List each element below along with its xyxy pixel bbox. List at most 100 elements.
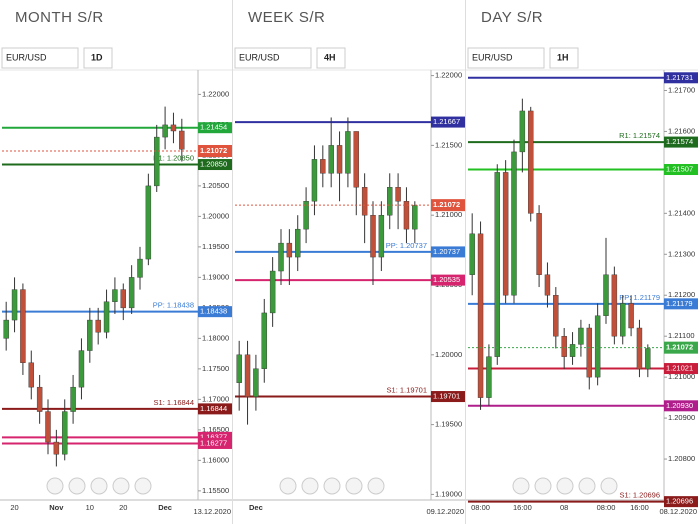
level-box	[664, 400, 698, 412]
x-tick-label: 16:00	[513, 503, 532, 512]
level-value: 1.21021	[666, 364, 693, 373]
candle-body	[162, 124, 168, 138]
symbol-select[interactable]	[467, 47, 545, 69]
level-text: S1: 1.20696	[620, 491, 660, 500]
price-value: 1.21072	[433, 200, 460, 209]
nav-button[interactable]	[512, 477, 530, 495]
candle-body	[261, 312, 267, 369]
candle-body	[578, 327, 584, 345]
level-box	[198, 122, 232, 134]
nav-button[interactable]	[112, 477, 130, 495]
price-value: 1.21072	[666, 343, 693, 352]
y-tick-label: 1.20000	[202, 211, 229, 220]
y-tick-label: 1.20500	[202, 181, 229, 190]
symbol-select[interactable]	[1, 47, 79, 69]
candle-body	[103, 301, 110, 333]
date-label: 08.12.2020	[659, 507, 697, 516]
candle-body	[395, 187, 401, 202]
panel-title: MONTH S/R	[15, 9, 104, 26]
candle-body	[11, 289, 18, 321]
y-tick-label: 1.20900	[668, 413, 695, 422]
nav-button[interactable]	[345, 477, 363, 495]
level-value: 1.21667	[433, 117, 460, 126]
level-value: 1.20737	[433, 247, 460, 256]
level-box	[664, 298, 698, 310]
timeframe-label: 4H	[324, 52, 336, 62]
y-tick-label: 1.22000	[435, 71, 462, 80]
candle-body	[253, 368, 259, 397]
symbol-select[interactable]	[234, 47, 312, 69]
date-label: 13.12.2020	[193, 507, 231, 516]
y-tick-label: 1.19000	[435, 489, 462, 498]
y-tick-label: 1.19500	[202, 242, 229, 251]
candle-body	[170, 124, 177, 132]
panel-title: DAY S/R	[481, 9, 543, 26]
nav-button[interactable]	[68, 477, 86, 495]
candle-body	[112, 289, 118, 302]
nav-button[interactable]	[46, 477, 64, 495]
y-tick-label: 1.15500	[202, 486, 229, 495]
level-value: 1.21574	[666, 137, 693, 146]
candle-body	[87, 319, 93, 351]
price-box	[664, 341, 698, 354]
candle-body	[78, 350, 85, 388]
level-value: 1.20930	[666, 401, 693, 410]
y-tick-label: 1.21200	[668, 290, 695, 299]
level-text: PP: 1.21179	[619, 293, 660, 302]
price-box	[431, 199, 465, 212]
candle-body	[544, 274, 551, 296]
y-tick-label: 1.17000	[202, 394, 229, 403]
candle-body	[154, 136, 160, 187]
price-box	[198, 144, 232, 157]
x-tick-label: 10	[86, 503, 94, 512]
candle-body	[20, 289, 26, 363]
panel-title: WEEK S/R	[248, 9, 325, 26]
candle-body	[361, 187, 368, 216]
candle-body	[137, 258, 143, 278]
candle-body	[45, 411, 51, 443]
candle-body	[502, 172, 509, 296]
nav-button[interactable]	[134, 477, 152, 495]
level-text: S1: 1.19701	[387, 386, 427, 395]
y-tick-label: 1.21500	[435, 140, 462, 149]
candle-body	[353, 131, 359, 188]
candle-body	[336, 145, 343, 174]
candle-body	[3, 319, 9, 339]
y-tick-label: 1.17500	[202, 364, 229, 373]
x-tick-label: Dec	[158, 503, 172, 512]
nav-button[interactable]	[534, 477, 552, 495]
nav-button[interactable]	[578, 477, 596, 495]
y-tick-label: 1.19500	[435, 420, 462, 429]
candle-body	[594, 315, 601, 378]
timeframe-select[interactable]	[549, 47, 579, 69]
x-tick-label: Dec	[249, 503, 263, 512]
nav-button[interactable]	[90, 477, 108, 495]
level-value: 1.21179	[666, 299, 693, 308]
timeframe-label: 1D	[91, 52, 103, 62]
level-text: S1: 1.16844	[154, 398, 194, 407]
y-tick-label: 1.16500	[202, 425, 229, 434]
candle-body	[345, 131, 351, 174]
nav-button[interactable]	[367, 477, 385, 495]
nav-button[interactable]	[279, 477, 297, 495]
level-value: 1.20850	[200, 160, 227, 169]
nav-button[interactable]	[301, 477, 319, 495]
candle-body	[387, 187, 393, 216]
level-text: R1: 1.20850	[153, 154, 194, 163]
x-tick-label: 08	[560, 503, 568, 512]
x-tick-label: 20	[119, 503, 127, 512]
level-value: 1.19701	[433, 392, 460, 401]
candle-body	[412, 205, 418, 230]
x-tick-label: 08:00	[597, 503, 616, 512]
nav-button[interactable]	[600, 477, 618, 495]
nav-button[interactable]	[556, 477, 574, 495]
timeframe-select[interactable]	[83, 47, 113, 69]
timeframe-select[interactable]	[316, 47, 346, 69]
candle-body	[303, 201, 309, 230]
date-label: 09.12.2020	[426, 507, 464, 516]
candle-body	[95, 319, 101, 333]
candle-body	[320, 159, 326, 174]
candle-body	[511, 151, 517, 296]
nav-button[interactable]	[323, 477, 341, 495]
candle-body	[494, 172, 500, 357]
